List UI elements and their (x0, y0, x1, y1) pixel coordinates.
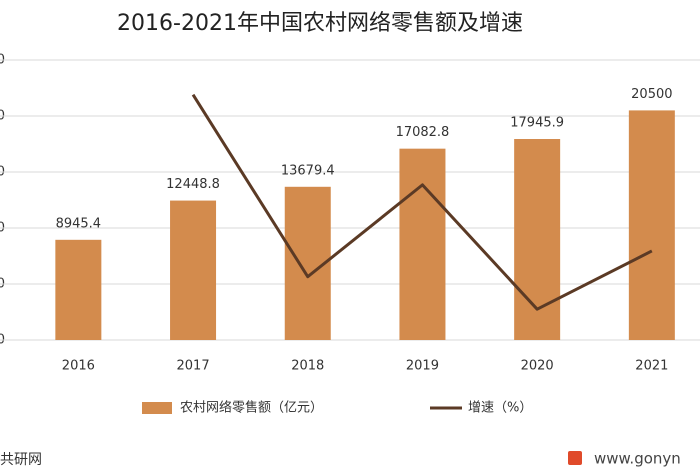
data-label: 17945.9 (510, 116, 564, 131)
x-tick-label: 2019 (406, 359, 439, 374)
x-tick-label: 2016 (62, 359, 95, 374)
website: www.gonyn (594, 450, 681, 468)
logo (568, 451, 582, 465)
chart-title: 2016-2021年中国农村网络零售额及增速 (117, 11, 523, 36)
x-tick-label: 2017 (177, 359, 210, 374)
bar (55, 239, 102, 340)
data-label: 20500 (631, 87, 672, 102)
legend-label: 增速（%） (468, 401, 532, 416)
legend-swatch (142, 402, 172, 414)
data-label: 17082.8 (396, 125, 450, 140)
x-tick-label: 2021 (635, 359, 668, 374)
source: 共研网 (0, 452, 42, 468)
bar (514, 139, 561, 340)
x-tick-label: 2020 (521, 359, 554, 374)
line (191, 93, 653, 311)
data-label: 8945.4 (56, 216, 102, 231)
bar (628, 110, 675, 341)
data-label: 13679.4 (281, 163, 335, 178)
bar (170, 200, 217, 340)
bar (399, 148, 446, 340)
x-tick-label: 2018 (291, 359, 324, 374)
data-label: 12448.8 (166, 177, 220, 192)
legend-label: 农村网络零售额（亿元） (180, 400, 323, 416)
